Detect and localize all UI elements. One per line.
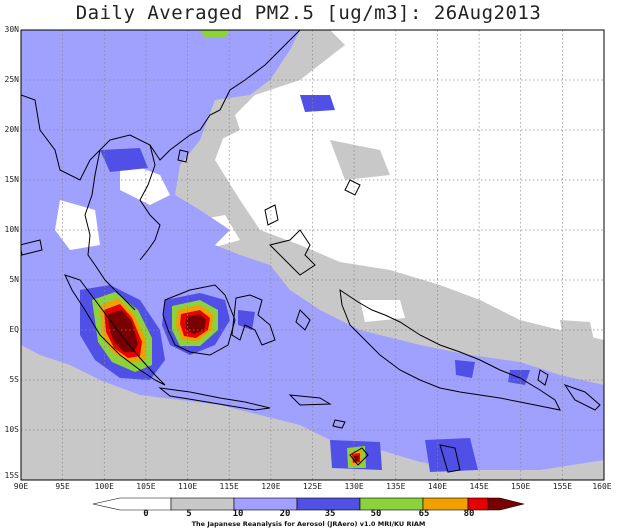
lon-tick-label: 120E [261,482,281,491]
lat-tick-label: 5S [9,375,19,384]
lon-tick-label: 160E [592,482,612,491]
lat-tick-label: 10N [4,225,19,234]
lon-tick-label: 125E [302,482,323,491]
colorbar-level-label: 5 [186,509,192,519]
coastlines [21,30,601,473]
colorbar-bin-4 [359,497,424,511]
colorbar-level-label: 0 [143,509,149,519]
lon-tick-label: 155E [552,482,573,491]
lon-tick-label: 140E [427,482,448,491]
colorbar-level-label: 20 [279,509,291,519]
lon-tick-label: 105E [136,482,156,491]
colorbar-level-label: 80 [463,509,475,519]
lat-tick-label: 10S [4,425,19,434]
colorbar-level-label: 10 [232,509,244,519]
lon-tick-label: 135E [386,482,406,491]
colorbar-bin-0 [92,497,172,511]
colorbar [92,497,525,511]
lat-tick-label: 5N [9,275,19,284]
lon-tick-label: 90E [13,482,29,491]
lat-tick-label: 15S [4,471,19,480]
lat-tick-label: 30N [4,25,19,34]
lon-tick-label: 115E [219,482,239,491]
lat-tick-label: 25N [4,75,19,84]
lon-tick-label: 110E [177,482,198,491]
colorbar-bin-1 [170,497,235,511]
lat-tick-label: 15N [4,175,19,184]
lon-tick-label: 145E [469,482,489,491]
lat-tick-label: EQ [9,325,19,334]
lon-tick-label: 130E [344,482,364,491]
colorbar-level-label: 65 [418,509,430,519]
lon-tick-label: 100E [94,482,114,491]
gridlines [21,30,604,480]
lon-tick-label: 95E [55,482,70,491]
credit-line: The Japanese Reanalysis for Aerosol (JRA… [191,520,426,528]
map-title: Daily Averaged PM2.5 [ug/m3]: 26Aug2013 [75,2,542,24]
colorbar-level-label: 35 [324,509,336,519]
lat-tick-label: 20N [4,125,19,134]
lon-tick-label: 150E [511,482,531,491]
colorbar-level-label: 50 [370,509,382,519]
colorbar-bin-7 [487,497,525,511]
colorbar-bin-5 [422,497,469,511]
